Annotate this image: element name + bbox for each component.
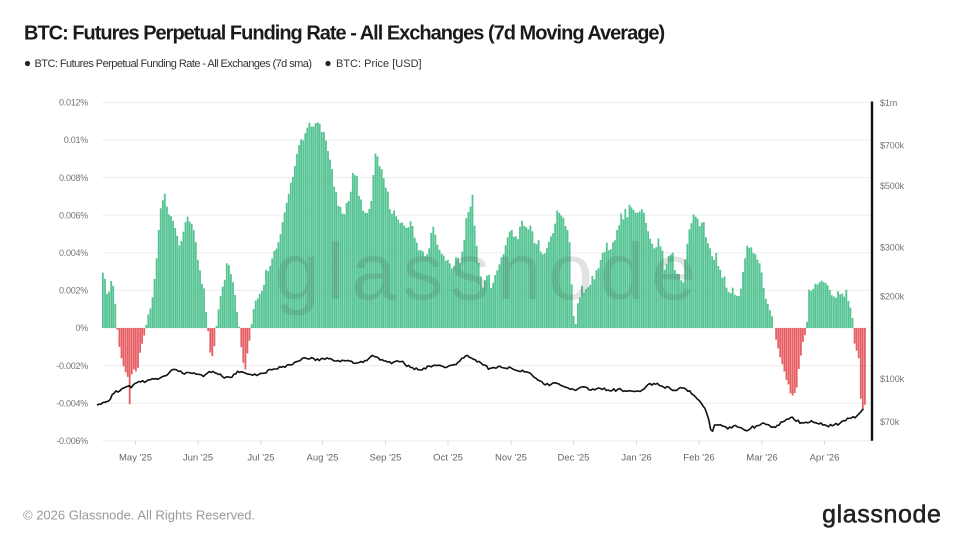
svg-text:$500k: $500k	[880, 181, 905, 191]
svg-text:Apr '26: Apr '26	[810, 453, 840, 464]
svg-text:0.008%: 0.008%	[59, 173, 88, 183]
svg-text:Feb '26: Feb '26	[683, 453, 714, 464]
svg-text:0.01%: 0.01%	[64, 135, 89, 145]
svg-text:-0.002%: -0.002%	[56, 361, 88, 371]
svg-text:-0.006%: -0.006%	[56, 436, 88, 446]
svg-text:$700k: $700k	[880, 141, 905, 151]
svg-text:$100k: $100k	[880, 374, 905, 384]
svg-text:glassnode: glassnode	[822, 501, 941, 529]
svg-text:0.006%: 0.006%	[59, 210, 88, 220]
svg-text:0.002%: 0.002%	[59, 286, 88, 296]
svg-text:0.004%: 0.004%	[59, 248, 88, 258]
svg-text:Oct '25: Oct '25	[433, 453, 463, 464]
svg-text:Jul '25: Jul '25	[247, 453, 274, 464]
svg-text:0.012%: 0.012%	[59, 98, 88, 108]
svg-text:Aug '25: Aug '25	[307, 453, 339, 464]
svg-text:$200k: $200k	[880, 291, 905, 301]
svg-text:0%: 0%	[75, 323, 88, 333]
svg-text:Jan '26: Jan '26	[621, 453, 651, 464]
svg-text:© 2026 Glassnode. All Rights R: © 2026 Glassnode. All Rights Reserved.	[23, 508, 255, 523]
svg-text:$300k: $300k	[880, 242, 905, 252]
svg-text:BTC: Futures Perpetual Funding: BTC: Futures Perpetual Funding Rate - Al…	[35, 58, 312, 70]
svg-text:BTC: Price [USD]: BTC: Price [USD]	[336, 58, 422, 70]
svg-text:May '25: May '25	[119, 453, 152, 464]
svg-text:Mar '26: Mar '26	[746, 453, 777, 464]
svg-text:Sep '25: Sep '25	[370, 453, 402, 464]
svg-text:$1m: $1m	[880, 98, 897, 108]
svg-text:Nov '25: Nov '25	[495, 453, 527, 464]
svg-text:-0.004%: -0.004%	[56, 398, 88, 408]
svg-text:BTC: Futures Perpetual Funding: BTC: Futures Perpetual Funding Rate - Al…	[24, 23, 665, 45]
svg-text:glassnode: glassnode	[275, 227, 703, 316]
svg-text:Jun '25: Jun '25	[183, 453, 213, 464]
svg-text:Dec '25: Dec '25	[558, 453, 590, 464]
svg-text:$70k: $70k	[880, 417, 900, 427]
